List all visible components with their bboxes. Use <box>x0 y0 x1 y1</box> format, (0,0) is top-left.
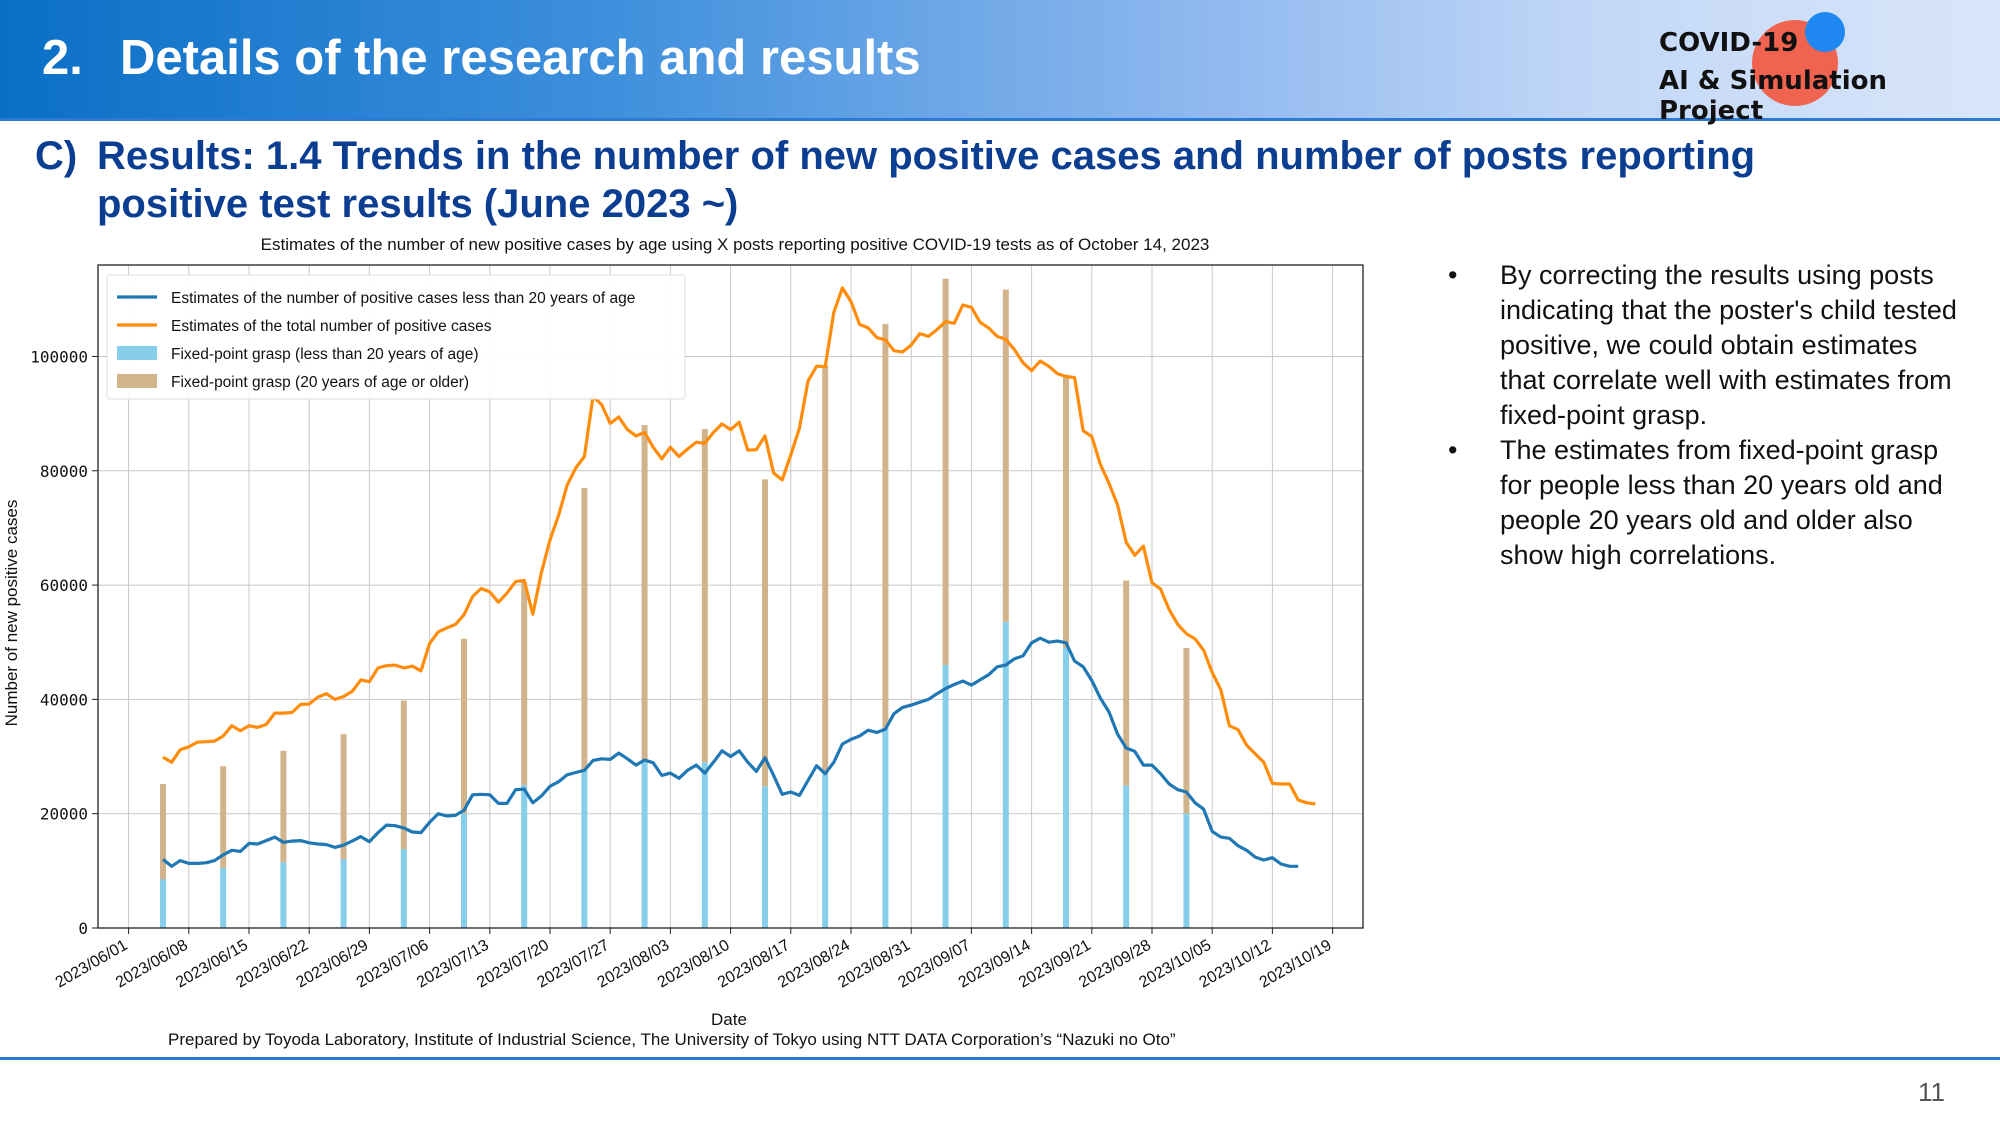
cases-chart: 0 20000 40000 60000 80000 100000 2023/06/0120… <box>2 235 1364 1029</box>
bar-over20 <box>280 750 287 863</box>
chart-bars <box>160 278 1190 928</box>
bar-over20 <box>882 323 889 728</box>
chart-legend: Estimates of the number of positive case… <box>106 274 686 400</box>
section-heading: Details of the research and results <box>120 31 921 85</box>
subtitle-label: C) <box>35 134 78 178</box>
y-tick-label: 80000 <box>40 462 88 481</box>
y-tick-label: 60000 <box>40 576 88 595</box>
bar-over20 <box>822 365 829 774</box>
page-number: 11 <box>1918 1077 1945 1107</box>
page-title: 2. Details of the research and results <box>42 30 921 86</box>
x-axis-label: Date <box>711 1010 747 1029</box>
bar-under20 <box>1002 622 1009 928</box>
bar-over20 <box>581 487 588 771</box>
subtitle-line2: positive test results (June 2023 ~) <box>97 182 739 226</box>
bar-under20 <box>220 867 227 928</box>
y-tick-label: 100000 <box>30 347 88 366</box>
bar-under20 <box>762 786 768 928</box>
bullet-dot-icon: • <box>1448 435 1458 465</box>
logo-text-line1: COVID-19 <box>1659 28 1799 58</box>
bar-under20 <box>701 762 708 928</box>
bar-under20 <box>641 762 648 928</box>
series-total-line <box>162 286 1316 806</box>
bullet-item: • By correcting the results using posts i… <box>1448 258 1968 433</box>
header-divider <box>0 118 2000 121</box>
bar-under20 <box>1183 813 1190 928</box>
legend-box <box>106 274 686 400</box>
bar-over20 <box>1123 580 1130 786</box>
subtitle-line1: Results: 1.4 Trends in the number of new… <box>97 134 1756 178</box>
bar-under20 <box>1063 647 1069 928</box>
logo-blue-circle <box>1805 12 1845 52</box>
x-ticks: 2023/06/012023/06/082023/06/152023/06/22… <box>53 928 1335 992</box>
credit-note: Prepared by Toyoda Laboratory, Institute… <box>168 1030 1176 1049</box>
bar-over20 <box>160 783 166 880</box>
bar-over20 <box>701 429 708 763</box>
bullet-dot-icon: • <box>1448 260 1458 290</box>
bar-under20 <box>822 773 829 928</box>
bar-under20 <box>400 849 407 928</box>
bar-under20 <box>461 813 467 928</box>
bar-under20 <box>1123 785 1130 928</box>
y-ticks: 0 20000 40000 60000 80000 100000 <box>30 347 98 938</box>
bullet-item: • The estimates from fixed-point grasp fo… <box>1448 433 1968 573</box>
logo-text-line2: AI & Simulation Project <box>1659 66 1887 126</box>
y-tick-label: 20000 <box>40 805 88 824</box>
bar-over20 <box>400 700 407 850</box>
legend-bar-over20-swatch <box>117 374 157 388</box>
bar-over20 <box>762 479 768 787</box>
bar-over20 <box>1002 289 1009 623</box>
legend-bar-over20-label: Fixed-point grasp (20 years of age or ol… <box>171 374 469 391</box>
bullet-text: The estimates from fixed-point grasp for… <box>1500 435 1943 570</box>
y-tick-label: 40000 <box>40 690 88 709</box>
section-number: 2. <box>42 31 83 85</box>
series-under20-line <box>161 636 1299 868</box>
bar-under20 <box>340 859 347 928</box>
legend-under20-line-label: Estimates of the number of positive case… <box>171 290 635 307</box>
bar-over20 <box>521 582 528 786</box>
chart-lines <box>161 286 1316 868</box>
bar-over20 <box>220 766 227 868</box>
header-bar <box>0 0 2000 118</box>
bullet-list: • By correcting the results using posts i… <box>1448 258 1968 573</box>
y-axis-label: Number of new positive cases <box>2 500 21 727</box>
bar-over20 <box>340 734 347 860</box>
chart-title: Estimates of the number of new positive … <box>261 235 1210 254</box>
bar-under20 <box>942 665 949 928</box>
bar-under20 <box>280 862 287 928</box>
bullet-text: By correcting the results using posts in… <box>1500 260 1957 430</box>
bar-over20 <box>461 638 467 814</box>
y-tick-label: 0 <box>78 919 88 938</box>
bar-under20 <box>581 770 588 928</box>
bar-under20 <box>882 727 889 928</box>
bar-under20 <box>160 879 166 928</box>
footer-divider <box>0 1057 2000 1060</box>
bar-over20 <box>1063 374 1069 648</box>
bar-under20 <box>521 785 528 928</box>
legend-bar-under20-label: Fixed-point grasp (less than 20 years of… <box>171 346 479 363</box>
bar-over20 <box>942 278 949 666</box>
legend-total-line-label: Estimates of the total number of positiv… <box>171 318 492 335</box>
legend-bar-under20-swatch <box>117 346 157 360</box>
bar-over20 <box>641 425 648 763</box>
bar-over20 <box>1183 647 1190 814</box>
